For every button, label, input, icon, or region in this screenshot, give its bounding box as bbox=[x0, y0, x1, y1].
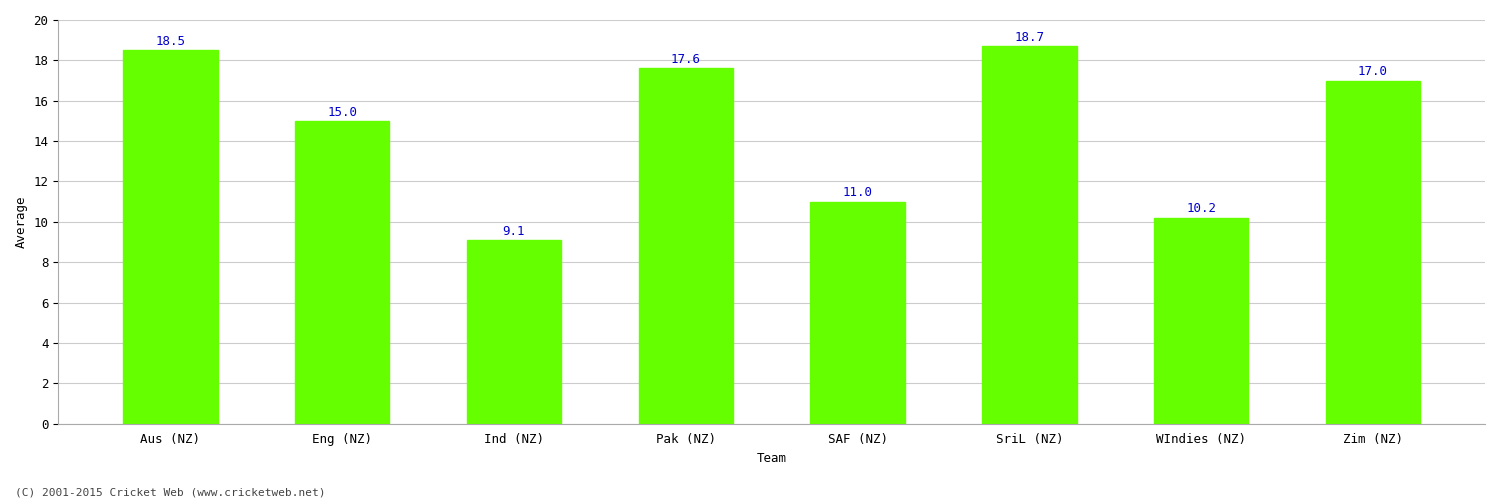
Text: 15.0: 15.0 bbox=[327, 106, 357, 118]
Bar bbox=[982, 46, 1077, 424]
Text: (C) 2001-2015 Cricket Web (www.cricketweb.net): (C) 2001-2015 Cricket Web (www.cricketwe… bbox=[15, 488, 326, 498]
Text: 17.0: 17.0 bbox=[1358, 65, 1388, 78]
Bar bbox=[466, 240, 561, 424]
Bar bbox=[1154, 218, 1248, 424]
Bar bbox=[639, 68, 734, 424]
Text: 10.2: 10.2 bbox=[1186, 202, 1216, 215]
Y-axis label: Average: Average bbox=[15, 196, 28, 248]
Text: 17.6: 17.6 bbox=[670, 53, 700, 66]
Bar bbox=[1326, 80, 1420, 424]
Text: 18.5: 18.5 bbox=[156, 35, 186, 48]
Bar bbox=[123, 50, 218, 424]
Bar bbox=[296, 121, 390, 424]
Text: 11.0: 11.0 bbox=[843, 186, 873, 200]
Text: 18.7: 18.7 bbox=[1014, 31, 1044, 44]
X-axis label: Team: Team bbox=[756, 452, 786, 465]
Text: 9.1: 9.1 bbox=[503, 224, 525, 237]
Bar bbox=[810, 202, 904, 424]
